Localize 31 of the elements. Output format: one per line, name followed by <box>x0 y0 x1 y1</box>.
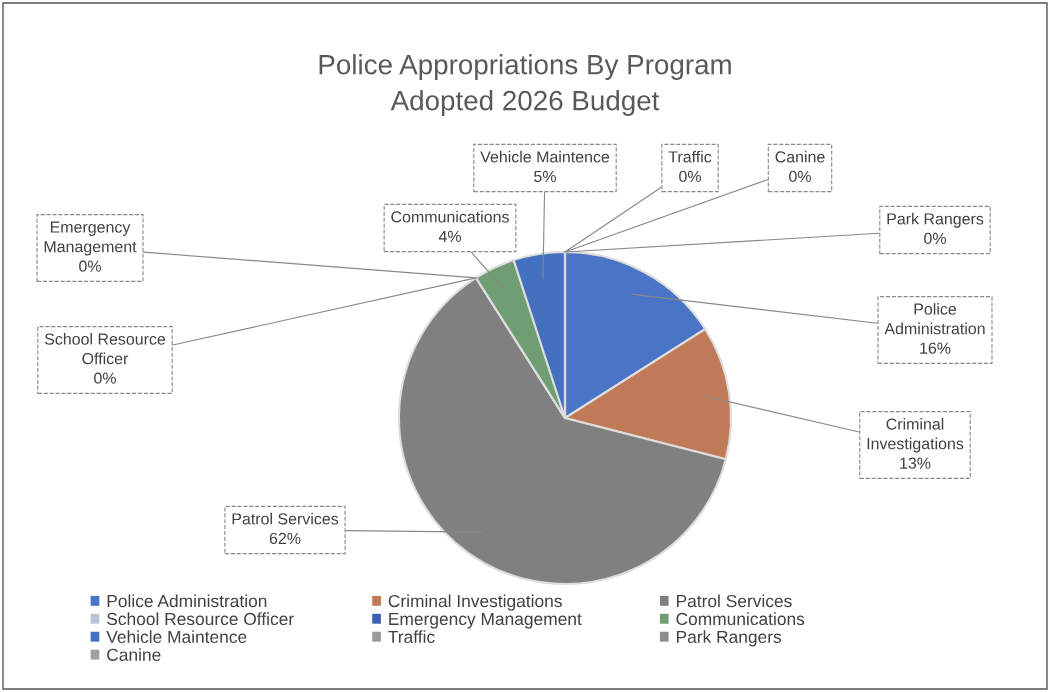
data-label: 62% <box>269 532 301 545</box>
category-label: Park Rangers <box>887 212 984 228</box>
data-label: 16% <box>920 342 951 354</box>
data-label: 5% <box>534 170 556 183</box>
slice-label: Criminal Investigations <box>867 418 964 453</box>
category-label: Emergency Management <box>44 221 137 256</box>
category-label: Canine <box>775 150 825 163</box>
text: 0% <box>924 232 946 245</box>
text: 0% <box>789 170 811 183</box>
legend-label: Patrol Services <box>676 594 792 608</box>
category-label: Traffic <box>668 150 712 163</box>
data-label: 4% <box>438 230 461 242</box>
data-label: 13% <box>900 457 931 469</box>
legend-label: School Resource Officer <box>107 612 294 626</box>
legend-label: Park Rangers <box>676 630 782 647</box>
legend-label: Vehicle Maintence <box>106 630 247 644</box>
legend-label: Communications <box>676 612 805 626</box>
legend-label: Criminal Investigations <box>388 594 562 611</box>
chart-title: Police Appropriations By Program Adopted 2026 Budget <box>319 54 731 116</box>
legend-label: Police Administration <box>107 594 267 608</box>
legend-label: Traffic <box>388 630 435 644</box>
category-label: School Resource Officer <box>44 333 166 365</box>
slice-label: Communications <box>391 210 509 223</box>
slice-label: Police Administration <box>884 303 985 335</box>
legend-label: Emergency Management <box>389 612 582 629</box>
slice-label: Vehicle Maintence <box>480 150 610 163</box>
text: 0% <box>679 170 701 183</box>
slice-label: Patrol Services <box>232 512 339 525</box>
legend-label: Canine <box>107 648 161 661</box>
text: 0% <box>79 260 101 272</box>
text: 0% <box>94 372 116 384</box>
